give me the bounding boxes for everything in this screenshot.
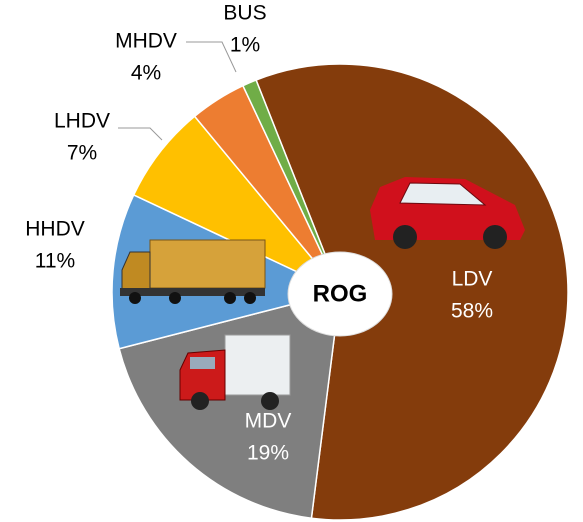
slice-label: LDV: [452, 268, 493, 291]
van-icon: [179, 334, 291, 410]
leader-line: [118, 127, 163, 141]
leader-line: [186, 41, 237, 73]
slice: [241, 79, 341, 293]
slice-label: HHDV: [25, 218, 85, 241]
slice-value-label: 7%: [67, 142, 97, 165]
slice-value-label: 58%: [451, 300, 493, 323]
center-label: ROG: [313, 280, 368, 307]
labels: LDV 58% MDV 19% HHDV 11% LHDV 7% MHDV 4% BUS 1%: [25, 2, 493, 465]
slice-value-label: 11%: [35, 250, 75, 273]
vehicle-icons: [120, 177, 525, 410]
slice-value-label: 19%: [247, 442, 289, 465]
slice: [255, 63, 569, 521]
slice-label: LHDV: [54, 110, 110, 133]
center-badge: [287, 251, 393, 337]
car-icon: [370, 177, 525, 249]
truck-icon: [120, 239, 266, 304]
slice-value-label: 4%: [131, 62, 161, 85]
slice-label: MDV: [245, 410, 292, 433]
slice-value-label: 1%: [230, 34, 260, 57]
slice-label: MHDV: [115, 30, 177, 53]
slice-label: BUS: [223, 2, 266, 25]
